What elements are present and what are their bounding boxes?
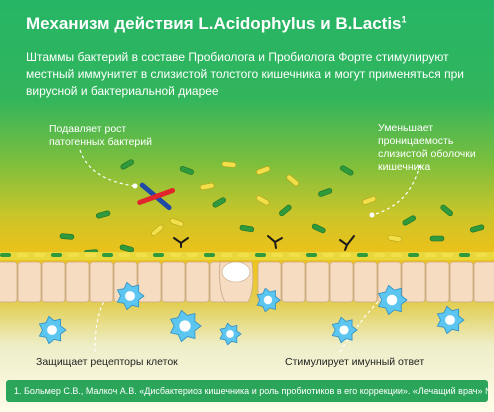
surface-bacterium <box>391 253 402 257</box>
surface-bacterium <box>0 253 11 257</box>
immune-cell <box>170 309 202 343</box>
label-reduces-permeability: Уменьшает проницаемость слизистой оболоч… <box>378 122 476 173</box>
surface-bacterium <box>102 253 113 257</box>
immune-cell <box>331 316 358 344</box>
epithelial-cell <box>161 261 186 303</box>
epithelial-cell <box>0 261 18 303</box>
pointer-reduce <box>371 164 421 216</box>
surface-bacterium <box>459 253 470 257</box>
surface-bacterium <box>374 253 385 257</box>
surface-bacterium <box>323 253 334 257</box>
label-stimulates-immune-response: Стимулирует имунный ответ <box>285 356 425 368</box>
epithelial-cell <box>65 261 90 303</box>
epithelial-cell <box>473 261 494 303</box>
surface-bacterium <box>221 253 232 257</box>
immune-cell <box>256 287 281 313</box>
epithelial-cell <box>137 261 162 303</box>
epithelial-cell <box>305 261 330 303</box>
epithelial-cell <box>281 261 306 303</box>
surface-bacterium <box>425 253 436 257</box>
pathogen-icon <box>137 182 176 211</box>
epithelial-cell <box>449 261 474 303</box>
surface-bacteria <box>0 253 494 257</box>
epithelial-cell <box>329 261 354 303</box>
yellow-bacteria <box>151 161 403 243</box>
surface-bacterium <box>476 253 487 257</box>
green-bacteria <box>59 159 485 256</box>
surface-bacterium <box>34 253 45 257</box>
surface-bacterium <box>119 253 130 257</box>
label-protects-receptors: Защищает рецепторы клеток <box>36 356 178 368</box>
surface-bacterium <box>51 253 62 257</box>
surface-bacterium <box>272 253 283 257</box>
epithelial-cell <box>401 261 426 303</box>
immune-cell <box>116 281 145 311</box>
surface-bacterium <box>153 253 164 257</box>
immune-cell <box>219 322 242 346</box>
surface-bacterium <box>136 253 147 257</box>
surface-bacterium <box>17 253 28 257</box>
immune-cell <box>377 284 408 316</box>
footnote: 1. Больмер С.В., Малкоч А.В. «Дисбактери… <box>6 380 488 402</box>
surface-bacterium <box>357 253 368 257</box>
page-title: Механизм действия L.Acidophylus и B.Lact… <box>26 14 407 33</box>
surface-bacterium <box>289 253 300 257</box>
pointer-suppress <box>79 149 136 187</box>
epithelial-cell <box>353 261 378 303</box>
pointer-stimulate <box>339 299 381 353</box>
page-subtitle: Штаммы бактерий в составе Пробиолога и П… <box>26 50 464 98</box>
surface-bacterium <box>170 253 181 257</box>
surface-bacterium <box>306 253 317 257</box>
surface-bacterium <box>85 253 96 257</box>
immune-cell <box>436 305 465 335</box>
surface-bacterium <box>340 253 351 257</box>
epithelial-cell <box>17 261 42 303</box>
surface-bacterium <box>204 253 215 257</box>
surface-bacterium <box>238 253 249 257</box>
epithelial-cell <box>41 261 66 303</box>
epithelial-cell <box>89 261 114 303</box>
surface-bacterium <box>408 253 419 257</box>
epithelial-cell <box>425 261 450 303</box>
surface-bacterium <box>255 253 266 257</box>
epithelial-cell <box>185 261 210 303</box>
surface-bacterium <box>442 253 453 257</box>
surface-bacterium <box>68 253 79 257</box>
immune-cells <box>38 281 465 346</box>
immune-cell <box>38 315 67 345</box>
pointer-protect <box>94 295 109 353</box>
goblet-cell <box>219 261 254 303</box>
antibody-icons <box>173 235 355 251</box>
label-suppresses-pathogens: Подавляет рост патогенных бактерий <box>49 123 153 148</box>
surface-bacterium <box>187 253 198 257</box>
